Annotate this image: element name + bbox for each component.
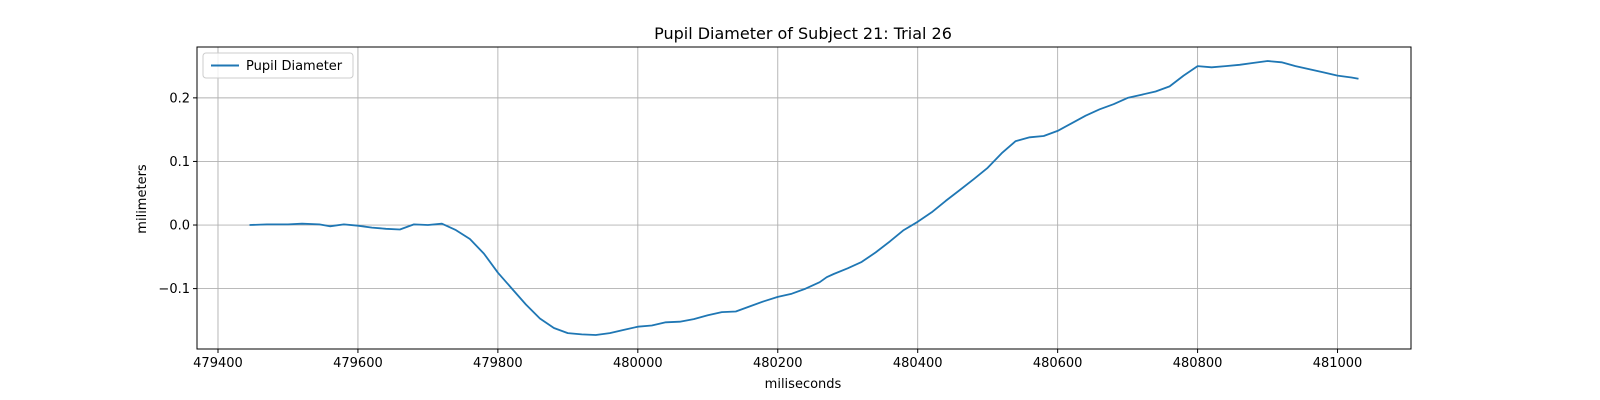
x-tick-label: 480600 [1033, 356, 1083, 371]
x-axis: 479400 479600 479800 480000 480200 480400 4806… [193, 349, 1362, 371]
x-tick-label: 480400 [893, 356, 943, 371]
x-tick-label: 480800 [1173, 356, 1223, 371]
legend-box [202, 52, 354, 79]
plot-frame [196, 46, 1412, 350]
grid [197, 47, 1411, 349]
x-tick-label: 479800 [473, 356, 523, 371]
legend: Pupil Diameter [202, 52, 354, 79]
x-tick-label: 481000 [1313, 356, 1363, 371]
x-axis-title: miliseconds [765, 377, 842, 392]
y-tick-label: 0.0 [169, 219, 190, 234]
y-tick-label: −0.1 [158, 282, 190, 297]
x-tick-label: 479400 [193, 356, 243, 371]
y-axis: −0.1 0.0 0.1 0.2 [158, 91, 197, 297]
series-line-pupil-diameter [249, 60, 1359, 336]
y-axis-title: milimeters [135, 164, 150, 234]
y-tick-label: 0.1 [169, 155, 190, 170]
x-tick-label: 480200 [753, 356, 803, 371]
series-layer [249, 60, 1359, 336]
x-tick-label: 480000 [613, 356, 663, 371]
y-tick-label: 0.2 [169, 91, 190, 106]
chart-title: Pupil Diameter of Subject 21: Trial 26 [654, 24, 952, 43]
x-tick-label: 479600 [333, 356, 383, 371]
legend-label: Pupil Diameter [246, 59, 343, 74]
